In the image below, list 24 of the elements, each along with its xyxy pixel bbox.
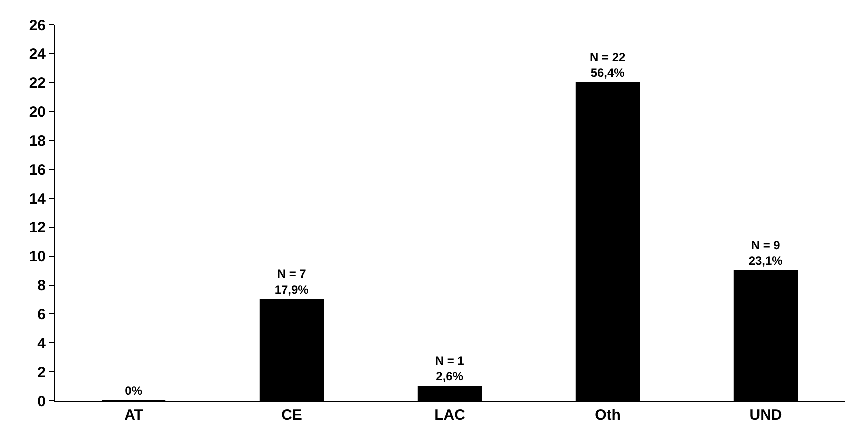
y-tick-label: 20 [29,104,46,122]
y-tick-label: 2 [38,364,46,382]
data-label: 0% [125,384,143,398]
y-tick-label: 14 [29,190,47,208]
y-tick-label: 16 [29,162,46,179]
data-label: N = 1 2,6% [435,354,465,384]
y-tick-label: 22 [29,75,46,92]
y-tick-label: 6 [38,306,46,324]
x-tick-label: CE [282,407,302,424]
y-tick-label: 10 [29,248,46,266]
data-label: N = 9 23,1% [748,238,784,268]
data-label: N = 7 17,9% [274,267,310,297]
y-tick-label: 4 [38,335,47,352]
x-tick-label: UND [750,407,782,424]
y-tick-label: 8 [38,278,46,295]
y-tick-label: 18 [29,132,46,150]
y-tick-label: 24 [29,46,47,64]
y-tick-label: 26 [29,17,46,34]
x-tick-label: AT [124,407,144,424]
x-tick-label: Oth [595,407,621,424]
y-tick-label: 0 [38,393,46,410]
data-label: N = 22 56,4% [590,50,626,80]
x-tick-label: LAC [434,407,466,424]
y-tick-label: 12 [29,220,46,237]
